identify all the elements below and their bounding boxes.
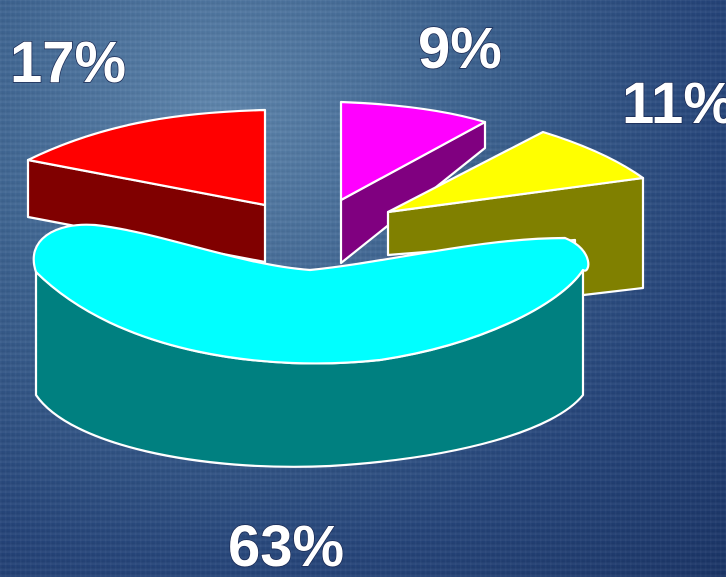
label-63: 63%	[228, 514, 344, 577]
label-9: 9%	[418, 16, 502, 81]
slice-63-top	[32, 223, 590, 365]
slice-11-top	[386, 130, 645, 214]
slice-9	[339, 100, 487, 265]
slice-17	[26, 108, 267, 264]
label-11: 11%	[622, 71, 726, 136]
slice-17-top	[26, 108, 267, 207]
label-17: 17%	[10, 30, 126, 95]
slice-63	[32, 223, 590, 468]
slice-9-top	[339, 100, 487, 202]
